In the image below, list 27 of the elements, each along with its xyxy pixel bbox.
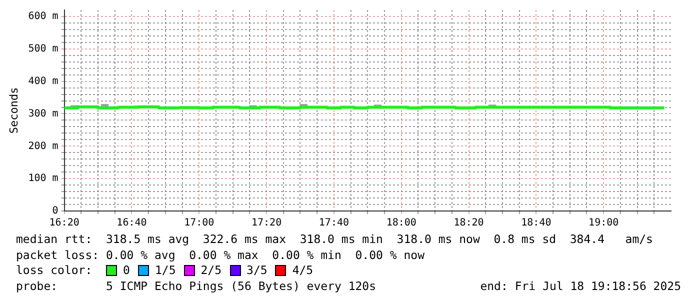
y-tick-label: 500 m <box>28 43 58 54</box>
text: median rtt: 318.5 ms avg 322.6 ms max 318.0 ms min 318.0 ms now 0.8 ms sd 384.4 am/s <box>16 232 654 248</box>
x-tick-label: 18:40 <box>521 218 552 229</box>
x-tick-label: 18:00 <box>386 218 416 229</box>
x-tick-label: 17:00 <box>184 218 214 229</box>
x-tick-label: 17:40 <box>318 218 350 229</box>
text: packet loss: 0.00 % avg 0.00 % max 0.00 % min 0.00 % now <box>16 248 426 263</box>
y-tick-label: 300 m <box>28 108 58 120</box>
legend-title: loss color: <box>16 263 94 278</box>
legend-label: 4/5 <box>292 263 314 278</box>
text: end: Fri Jul 18 19:18:56 2025 <box>480 278 681 294</box>
y-tick-label: 600 m <box>28 11 58 22</box>
y-tick-label: 100 m <box>28 173 58 184</box>
x-tick-label: 16:20 <box>49 218 80 229</box>
legend-label: 2/5 <box>200 263 222 278</box>
legend-label: 3/5 <box>246 263 268 278</box>
x-tick-label: 18:20 <box>454 218 484 229</box>
text: probe: 5 ICMP Echo Pings (56 Bytes) every 120s <box>16 278 376 294</box>
y-tick-label: 200 m <box>28 140 58 152</box>
y-tick-label: 0 <box>52 206 58 217</box>
x-tick-label: 16:40 <box>116 218 147 229</box>
x-tick-label: 17:20 <box>251 218 282 229</box>
y-axis-title: Seconds <box>7 87 20 134</box>
legend-label: 0 <box>123 263 130 278</box>
x-tick-label: 19:00 <box>588 218 619 229</box>
legend-label: 1/5 <box>154 263 176 278</box>
y-tick-label: 400 m <box>28 76 58 87</box>
